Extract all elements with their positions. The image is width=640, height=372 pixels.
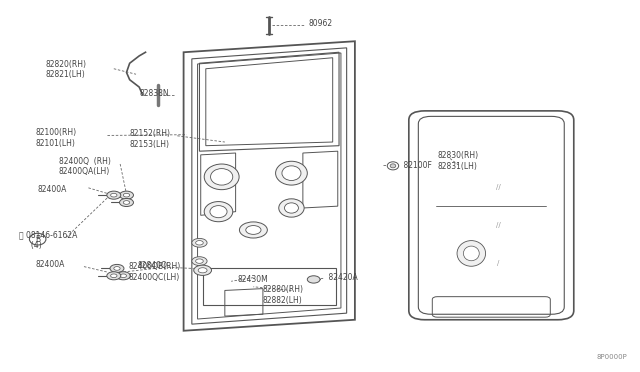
Text: B: B <box>35 235 40 244</box>
Text: //: // <box>495 184 500 190</box>
Text: 82840Q: 82840Q <box>137 261 167 270</box>
Circle shape <box>107 272 121 280</box>
Text: 82400A: 82400A <box>38 185 67 194</box>
Circle shape <box>124 201 130 204</box>
Text: 82152(RH)
82153(LH): 82152(RH) 82153(LH) <box>130 129 171 149</box>
Ellipse shape <box>387 162 399 170</box>
Text: 82100F: 82100F <box>401 161 432 170</box>
Ellipse shape <box>204 202 233 222</box>
Ellipse shape <box>282 166 301 180</box>
Circle shape <box>307 276 320 283</box>
Text: //: // <box>495 222 500 228</box>
Text: 82880(RH)
82882(LH): 82880(RH) 82882(LH) <box>263 285 304 305</box>
Circle shape <box>246 225 261 234</box>
Ellipse shape <box>463 246 479 261</box>
Text: 82820(RH)
82821(LH): 82820(RH) 82821(LH) <box>46 60 87 79</box>
Text: /: / <box>497 260 499 266</box>
Ellipse shape <box>390 164 396 168</box>
Ellipse shape <box>210 206 227 218</box>
Text: Ⓑ 08146-6162A
     (4): Ⓑ 08146-6162A (4) <box>19 231 77 250</box>
Circle shape <box>192 257 207 266</box>
Text: 82100(RH)
82101(LH): 82100(RH) 82101(LH) <box>36 128 77 148</box>
Circle shape <box>198 268 207 273</box>
Circle shape <box>194 265 211 275</box>
Ellipse shape <box>276 161 307 185</box>
Circle shape <box>111 193 117 197</box>
Text: 82400A: 82400A <box>36 260 65 269</box>
Circle shape <box>114 267 120 270</box>
Ellipse shape <box>279 199 304 217</box>
Circle shape <box>107 191 121 199</box>
Circle shape <box>239 222 268 238</box>
Ellipse shape <box>211 169 233 185</box>
Text: 82420A: 82420A <box>326 273 358 282</box>
Text: 82400QB(RH)
82400QC(LH): 82400QB(RH) 82400QC(LH) <box>129 262 180 282</box>
Ellipse shape <box>29 233 46 245</box>
Circle shape <box>196 241 204 245</box>
Circle shape <box>110 264 124 272</box>
Text: 80962: 80962 <box>308 19 333 28</box>
Circle shape <box>120 191 134 199</box>
Ellipse shape <box>284 203 298 213</box>
Circle shape <box>120 198 134 206</box>
Circle shape <box>120 274 127 278</box>
Text: 82838N: 82838N <box>139 89 169 98</box>
Circle shape <box>196 259 204 263</box>
Text: 82400Q  (RH)
82400QA(LH): 82400Q (RH) 82400QA(LH) <box>59 157 111 176</box>
Text: 8P0000P: 8P0000P <box>597 354 628 360</box>
Text: 82830(RH)
82831(LH): 82830(RH) 82831(LH) <box>437 151 479 171</box>
Circle shape <box>111 274 117 278</box>
Text: 82430M: 82430M <box>237 275 268 284</box>
Circle shape <box>124 193 130 197</box>
Circle shape <box>192 238 207 247</box>
Ellipse shape <box>457 241 486 266</box>
Circle shape <box>116 272 131 280</box>
Ellipse shape <box>204 164 239 190</box>
